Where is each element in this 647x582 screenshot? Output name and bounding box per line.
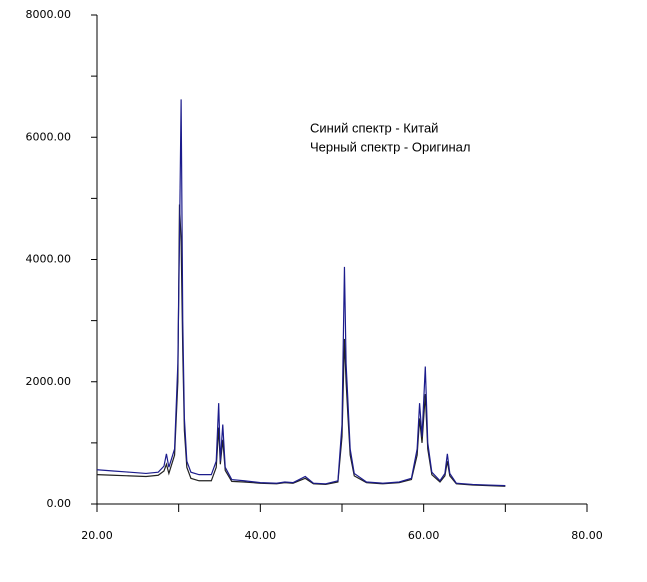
y-tick-label: 6000.00 bbox=[26, 130, 72, 143]
y-tick-label: 8000.00 bbox=[26, 8, 72, 21]
annotation: Черный спектр - Оригинал bbox=[310, 139, 470, 154]
y-tick-label: 2000.00 bbox=[26, 375, 72, 388]
spectrum-line bbox=[96, 99, 506, 487]
y-tick-label: 4000.00 bbox=[26, 253, 72, 266]
x-tick-label: 60.00 bbox=[408, 529, 440, 542]
annotation: Синий спектр - Китай bbox=[310, 120, 438, 135]
y-tick-label: 0.00 bbox=[47, 497, 72, 510]
spectrum-line bbox=[96, 204, 506, 487]
x-tick-label: 20.00 bbox=[81, 529, 113, 542]
x-tick-label: 40.00 bbox=[245, 529, 277, 542]
x-tick-label: 80.00 bbox=[571, 529, 603, 542]
